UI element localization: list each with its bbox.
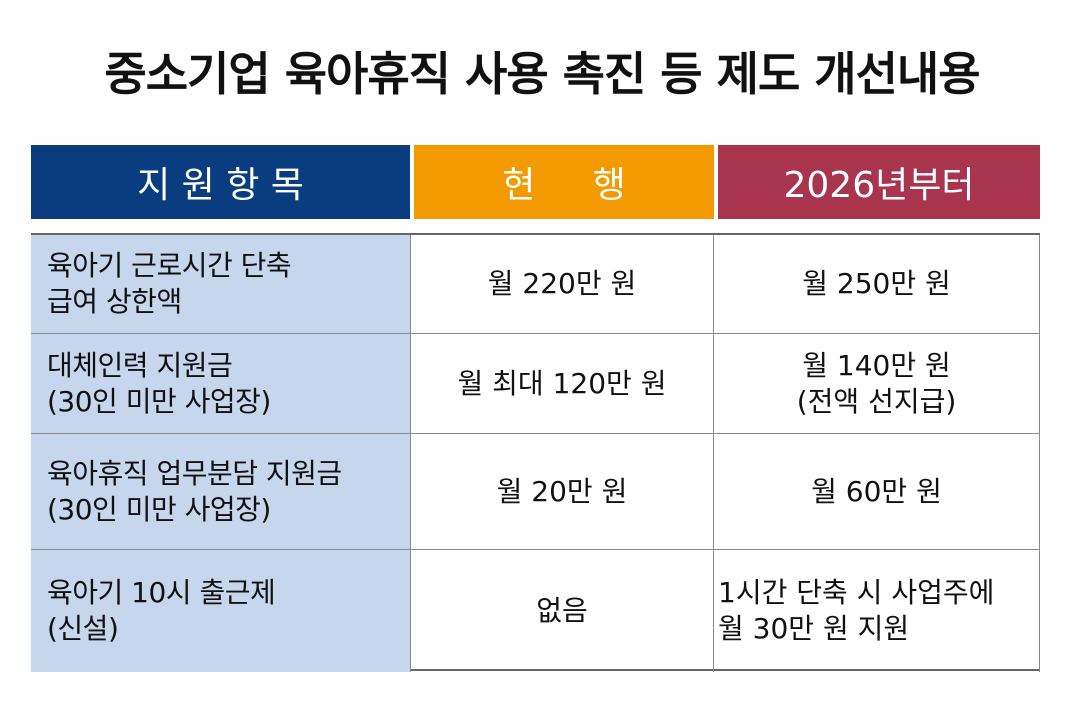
current-cell: 월 20만 원 bbox=[410, 434, 714, 550]
new-cell: 월 140만 원 (전액 선지급) bbox=[714, 334, 1040, 434]
header-new: 2026년부터 bbox=[718, 145, 1040, 219]
new-cell: 월 60만 원 bbox=[714, 434, 1040, 550]
current-cell: 월 최대 120만 원 bbox=[410, 334, 714, 434]
item-cell: 대체인력 지원금 (30인 미만 사업장) bbox=[31, 334, 410, 434]
new-value: 월 60만 원 bbox=[811, 475, 942, 508]
comparison-table: 육아기 근로시간 단축 급여 상한액 월 220만 원 월 250만 원 대체인… bbox=[31, 233, 1040, 672]
item-cell: 육아휴직 업무분담 지원금 (30인 미만 사업장) bbox=[31, 434, 410, 550]
item-line: 육아기 10시 출근제 bbox=[47, 576, 276, 609]
current-value: 월 220만 원 bbox=[487, 267, 637, 300]
table-row: 육아휴직 업무분담 지원금 (30인 미만 사업장) 월 20만 원 월 60만… bbox=[31, 433, 1040, 550]
item-cell: 육아기 10시 출근제 (신설) bbox=[31, 550, 410, 672]
item-line: 급여 상한액 bbox=[47, 285, 182, 318]
current-value: 월 최대 120만 원 bbox=[457, 367, 667, 400]
new-cell: 월 250만 원 bbox=[714, 235, 1040, 333]
table-row: 대체인력 지원금 (30인 미만 사업장) 월 최대 120만 원 월 140만… bbox=[31, 333, 1040, 434]
new-value: 월 140만 원 bbox=[802, 349, 951, 382]
current-cell: 없음 bbox=[410, 550, 714, 672]
current-value: 없음 bbox=[536, 594, 588, 627]
item-line: 대체인력 지원금 bbox=[47, 349, 233, 382]
item-line: (30인 미만 사업장) bbox=[47, 385, 271, 418]
new-cell: 1시간 단축 시 사업주에 월 30만 원 지원 bbox=[714, 550, 1040, 672]
item-line: 육아휴직 업무분담 지원금 bbox=[47, 457, 342, 490]
page-title: 중소기업 육아휴직 사용 촉진 등 제도 개선내용 bbox=[104, 47, 980, 101]
table-row: 육아기 10시 출근제 (신설) 없음 1시간 단축 시 사업주에 월 30만 … bbox=[31, 549, 1040, 672]
current-cell: 월 220만 원 bbox=[410, 235, 714, 333]
item-line: (30인 미만 사업장) bbox=[47, 493, 271, 526]
current-value: 월 20만 원 bbox=[496, 475, 628, 508]
item-line: (신설) bbox=[47, 612, 119, 645]
header-item: 지 원 항 목 bbox=[31, 145, 410, 219]
new-value: 1시간 단축 시 사업주에 bbox=[718, 576, 995, 609]
item-line: 육아기 근로시간 단축 bbox=[47, 249, 292, 282]
new-value: 월 30만 원 지원 bbox=[718, 612, 910, 645]
new-value: 월 250만 원 bbox=[802, 267, 951, 300]
header-current: 현 행 bbox=[414, 145, 714, 219]
table-row: 육아기 근로시간 단축 급여 상한액 월 220만 원 월 250만 원 bbox=[31, 235, 1040, 333]
new-value: (전액 선지급) bbox=[796, 385, 957, 418]
item-cell: 육아기 근로시간 단축 급여 상한액 bbox=[31, 235, 410, 333]
